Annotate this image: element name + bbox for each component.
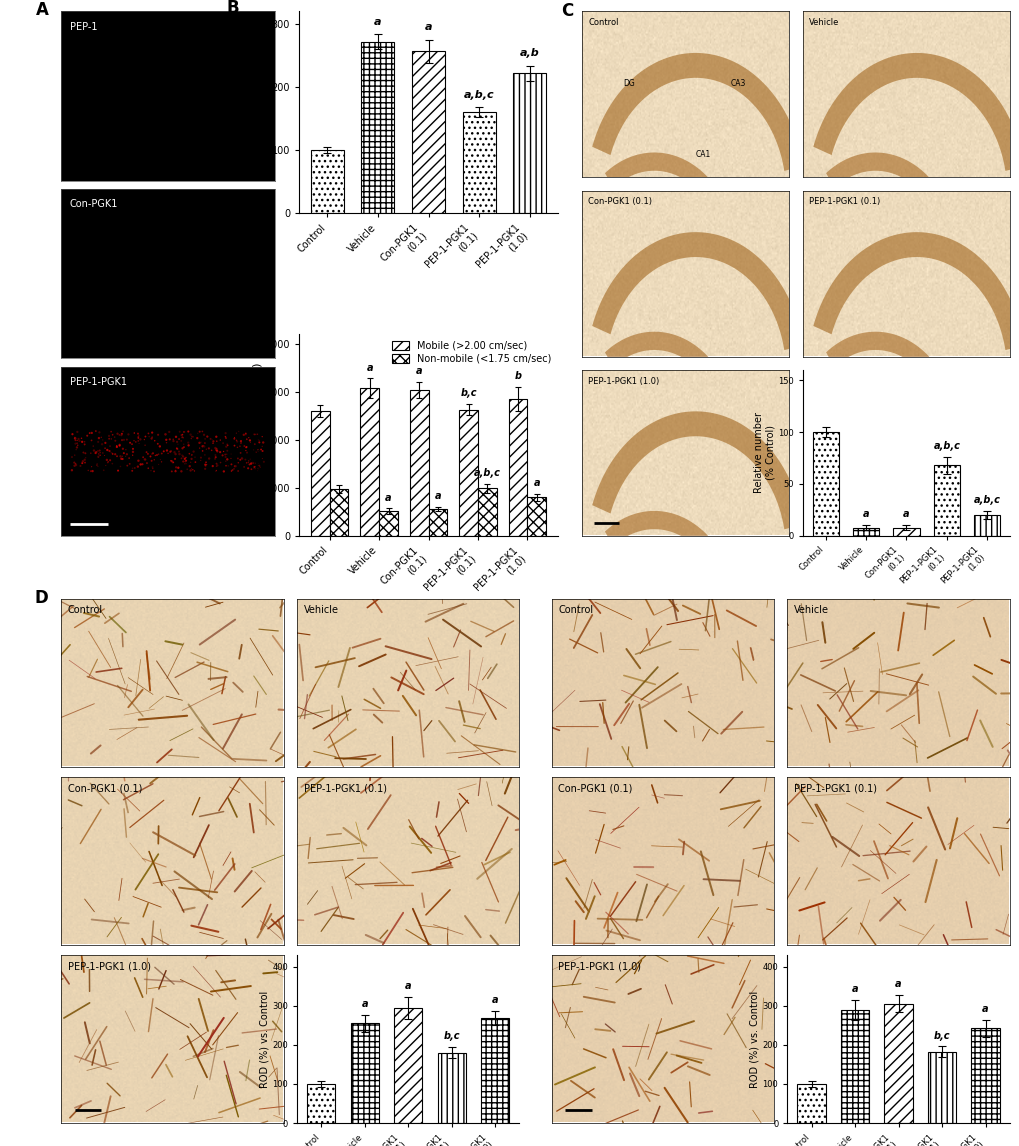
Polygon shape — [592, 411, 803, 529]
Text: a: a — [533, 478, 540, 488]
Bar — [412, 52, 444, 213]
Polygon shape — [592, 53, 803, 171]
Bar — [973, 515, 1000, 536]
Bar — [311, 150, 343, 213]
Text: PEP-1-PGK1 (0.1): PEP-1-PGK1 (0.1) — [808, 197, 879, 206]
Text: Con-PGK1 (0.1): Con-PGK1 (0.1) — [557, 784, 632, 793]
Y-axis label: ROD (%) vs. Control: ROD (%) vs. Control — [259, 990, 269, 1088]
Text: A: A — [36, 1, 48, 19]
Text: b: b — [514, 371, 521, 382]
Text: a: a — [385, 493, 391, 503]
Text: a,b,c: a,b,c — [973, 495, 1000, 504]
Bar — [932, 465, 959, 536]
Text: a: a — [424, 22, 432, 32]
Text: PEP-1-PGK1 (1.0): PEP-1-PGK1 (1.0) — [68, 961, 151, 972]
Polygon shape — [825, 331, 949, 397]
Text: PEP-1-PGK1 (0.1): PEP-1-PGK1 (0.1) — [304, 784, 386, 793]
Bar — [360, 387, 379, 536]
Text: a: a — [862, 509, 868, 519]
Y-axis label: Relative number
(% Control): Relative number (% Control) — [753, 413, 774, 493]
Polygon shape — [812, 233, 1019, 351]
Bar — [927, 1052, 955, 1123]
Text: D: D — [35, 589, 48, 606]
Text: a,b,c: a,b,c — [932, 441, 959, 450]
Polygon shape — [812, 53, 1019, 171]
Text: b,c: b,c — [933, 1030, 950, 1041]
Polygon shape — [592, 233, 803, 351]
Bar — [513, 73, 546, 213]
Text: PEP-1-PGK1 (1.0): PEP-1-PGK1 (1.0) — [557, 961, 641, 972]
Y-axis label: Cumulative duration (sec): Cumulative duration (sec) — [253, 362, 263, 508]
Bar — [428, 509, 447, 536]
Text: b,c: b,c — [460, 388, 477, 398]
Bar — [351, 1023, 378, 1123]
Text: Control: Control — [588, 18, 619, 28]
Bar — [307, 1084, 335, 1123]
Text: a,b: a,b — [520, 48, 539, 58]
Bar — [883, 1004, 912, 1123]
Legend: Mobile (>2.00 cm/sec), Non-mobile (<1.75 cm/sec): Mobile (>2.00 cm/sec), Non-mobile (<1.75… — [389, 339, 552, 366]
Text: a: a — [366, 362, 373, 372]
Bar — [361, 41, 394, 213]
Text: a: a — [491, 995, 498, 1005]
Text: Vehicle: Vehicle — [793, 605, 828, 615]
Bar — [797, 1084, 825, 1123]
Text: Control: Control — [68, 605, 103, 615]
Polygon shape — [604, 511, 728, 575]
Bar — [970, 1028, 999, 1123]
Bar — [393, 1007, 422, 1123]
Bar — [459, 409, 478, 536]
Text: a: a — [434, 490, 441, 501]
Polygon shape — [604, 152, 728, 218]
Text: PEP-1: PEP-1 — [69, 22, 97, 32]
Polygon shape — [604, 331, 728, 397]
Bar — [329, 488, 348, 536]
Bar — [311, 411, 329, 536]
Bar — [840, 1010, 868, 1123]
Text: a,b,c: a,b,c — [464, 89, 494, 100]
Text: a: a — [361, 999, 368, 1008]
Y-axis label: Traveled distance
(% of control): Traveled distance (% of control) — [247, 63, 269, 162]
Text: a,b,c: a,b,c — [474, 469, 500, 478]
Bar — [852, 527, 878, 536]
Text: CA1: CA1 — [695, 150, 710, 159]
Text: Control: Control — [557, 605, 593, 615]
Text: Con-PGK1 (0.1): Con-PGK1 (0.1) — [68, 784, 142, 793]
Text: PEP-1-PGK1: PEP-1-PGK1 — [69, 377, 126, 387]
Bar — [481, 1018, 508, 1123]
Bar — [478, 488, 496, 536]
Bar — [437, 1053, 466, 1123]
Text: a: a — [374, 16, 381, 26]
Text: CA3: CA3 — [730, 79, 746, 88]
Bar — [410, 391, 428, 536]
Text: b,c: b,c — [443, 1031, 460, 1042]
Text: a: a — [902, 509, 909, 519]
Polygon shape — [825, 152, 949, 218]
Text: Con-PGK1: Con-PGK1 — [69, 199, 118, 210]
Y-axis label: ROD (%) vs. Control: ROD (%) vs. Control — [749, 990, 759, 1088]
Text: Con-PGK1 (0.1): Con-PGK1 (0.1) — [588, 197, 651, 206]
Text: a: a — [895, 980, 901, 989]
Text: Vehicle: Vehicle — [808, 18, 839, 28]
Text: C: C — [560, 1, 573, 19]
Text: Vehicle: Vehicle — [304, 605, 338, 615]
Text: a: a — [851, 984, 858, 994]
Bar — [508, 399, 527, 536]
Bar — [527, 497, 546, 536]
Text: B: B — [226, 0, 239, 17]
Text: PEP-1-PGK1 (1.0): PEP-1-PGK1 (1.0) — [588, 377, 659, 385]
Text: a: a — [405, 981, 411, 991]
Bar — [379, 511, 397, 536]
Bar — [812, 432, 838, 536]
Text: a: a — [981, 1004, 987, 1014]
Text: PEP-1-PGK1 (0.1): PEP-1-PGK1 (0.1) — [793, 784, 876, 793]
Text: DG: DG — [623, 79, 635, 88]
Bar — [893, 527, 919, 536]
Bar — [463, 112, 495, 213]
Text: a: a — [416, 367, 422, 376]
